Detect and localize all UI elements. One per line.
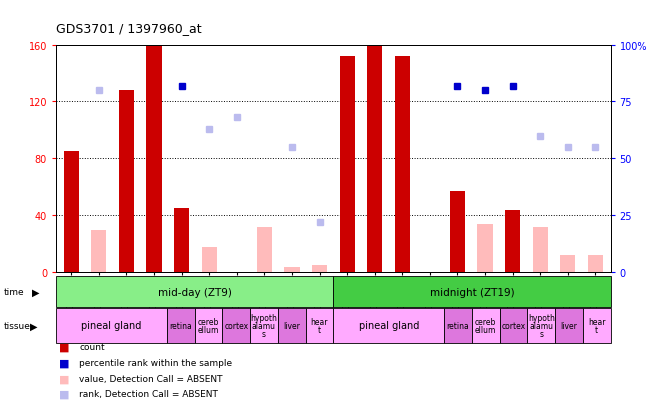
- Bar: [306, 309, 333, 343]
- Bar: [284, 267, 300, 273]
- Text: retina: retina: [170, 321, 192, 330]
- Bar: [588, 256, 603, 273]
- Text: ■: ■: [59, 342, 70, 352]
- Text: hypoth
alamu
s: hypoth alamu s: [251, 313, 277, 338]
- Bar: [63, 152, 79, 273]
- Text: hear
t: hear t: [311, 317, 328, 334]
- Bar: [278, 309, 306, 343]
- Text: ■: ■: [59, 389, 70, 399]
- Bar: [450, 192, 465, 273]
- Text: midnight (ZT19): midnight (ZT19): [430, 287, 514, 297]
- Text: cereb
ellum: cereb ellum: [198, 317, 219, 334]
- Text: pineal gland: pineal gland: [358, 320, 419, 331]
- Bar: [339, 57, 354, 273]
- Bar: [250, 309, 278, 343]
- Bar: [119, 91, 134, 273]
- Bar: [201, 247, 216, 273]
- Bar: [472, 309, 500, 343]
- Text: liver: liver: [283, 321, 300, 330]
- Bar: [91, 230, 106, 273]
- Bar: [167, 309, 195, 343]
- Bar: [257, 227, 272, 273]
- Text: cortex: cortex: [502, 321, 525, 330]
- Text: hypoth
alamu
s: hypoth alamu s: [528, 313, 554, 338]
- Bar: [367, 45, 382, 273]
- Text: ▶: ▶: [30, 320, 37, 331]
- Bar: [395, 57, 410, 273]
- Text: mid-day (ZT9): mid-day (ZT9): [158, 287, 232, 297]
- Text: retina: retina: [447, 321, 469, 330]
- Text: percentile rank within the sample: percentile rank within the sample: [79, 358, 232, 367]
- Bar: [147, 45, 162, 273]
- Bar: [333, 277, 610, 308]
- Bar: [333, 309, 444, 343]
- Bar: [555, 309, 583, 343]
- Text: cereb
ellum: cereb ellum: [475, 317, 496, 334]
- Bar: [500, 309, 527, 343]
- Text: value, Detection Call = ABSENT: value, Detection Call = ABSENT: [79, 374, 222, 383]
- Text: pineal gland: pineal gland: [81, 320, 142, 331]
- Text: count: count: [79, 342, 105, 351]
- Bar: [222, 309, 250, 343]
- Bar: [527, 309, 555, 343]
- Bar: [56, 277, 333, 308]
- Bar: [56, 309, 167, 343]
- Text: ▶: ▶: [32, 287, 39, 297]
- Text: time: time: [3, 288, 24, 297]
- Bar: [444, 309, 472, 343]
- Text: rank, Detection Call = ABSENT: rank, Detection Call = ABSENT: [79, 389, 218, 399]
- Bar: [505, 210, 520, 273]
- Text: ■: ■: [59, 373, 70, 383]
- Text: cortex: cortex: [224, 321, 248, 330]
- Bar: [560, 256, 576, 273]
- Text: ■: ■: [59, 358, 70, 368]
- Bar: [533, 227, 548, 273]
- Bar: [174, 209, 189, 273]
- Text: liver: liver: [560, 321, 578, 330]
- Text: tissue: tissue: [3, 321, 30, 330]
- Bar: [312, 266, 327, 273]
- Text: GDS3701 / 1397960_at: GDS3701 / 1397960_at: [56, 22, 202, 35]
- Bar: [195, 309, 222, 343]
- Text: hear
t: hear t: [588, 317, 605, 334]
- Bar: [583, 309, 610, 343]
- Bar: [477, 224, 492, 273]
